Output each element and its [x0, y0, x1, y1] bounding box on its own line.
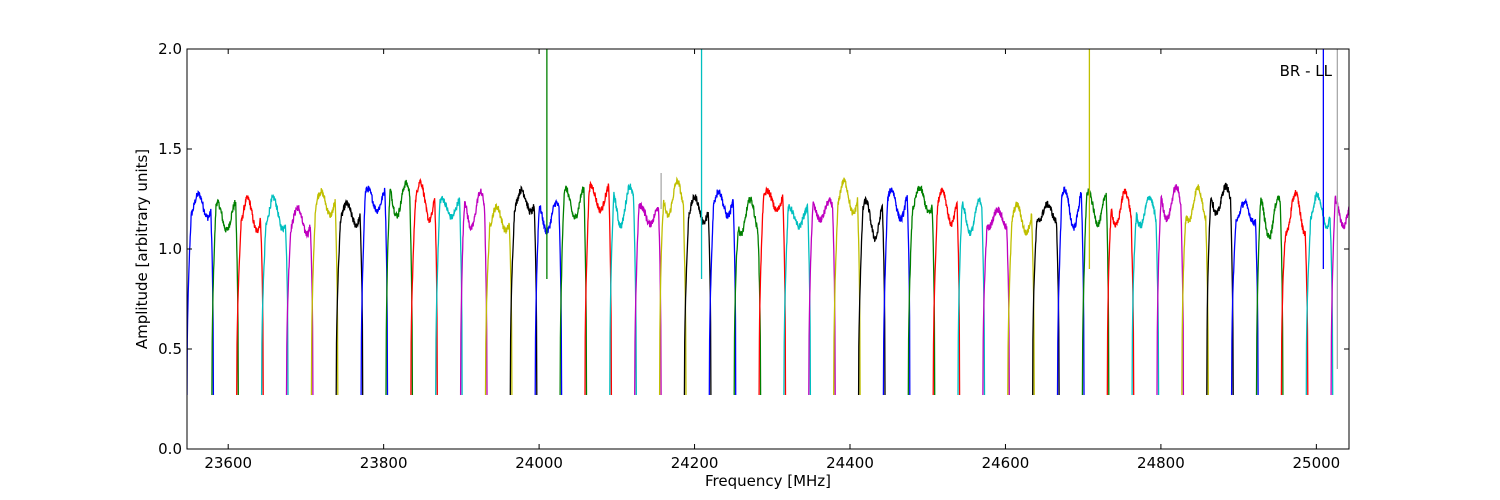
channel-line-31	[957, 197, 986, 396]
channel-line-28	[882, 187, 911, 396]
x-tick-label: 24800	[1137, 454, 1185, 472]
y-tick-label: 0.5	[158, 340, 182, 358]
channel-line-18	[634, 201, 662, 396]
x-tick-label: 23600	[204, 454, 252, 472]
channel-line-40	[1181, 184, 1209, 396]
y-tick-label: 1.5	[158, 140, 182, 158]
channel-line-35	[1056, 185, 1085, 396]
channel-line-21	[708, 189, 737, 396]
x-tick-label: 24400	[826, 454, 874, 472]
channel-line-7	[360, 185, 389, 396]
channel-line-23	[758, 186, 787, 396]
channel-line-9	[410, 177, 438, 396]
x-tick-label: 24000	[515, 454, 563, 472]
channel-line-42	[1230, 197, 1259, 396]
channel-line-5	[310, 188, 339, 396]
y-tick-label: 1.0	[158, 240, 182, 258]
channel-line-32	[982, 206, 1010, 396]
channel-line-12	[484, 202, 513, 396]
channel-line-33	[1007, 201, 1035, 396]
channel-line-27	[857, 195, 886, 396]
channel-line-11	[459, 188, 488, 396]
channel-line-29	[907, 185, 936, 396]
x-tick-label: 25000	[1292, 454, 1340, 472]
channel-line-41	[1206, 182, 1234, 396]
channel-line-39	[1156, 184, 1185, 396]
channel-line-13	[509, 185, 538, 396]
channel-line-19	[658, 176, 687, 396]
channel-line-37	[1106, 188, 1135, 396]
channel-line-15	[559, 185, 588, 396]
channel-line-3	[260, 194, 289, 396]
channel-line-16	[584, 180, 613, 396]
channel-line-45	[1305, 191, 1334, 396]
channel-line-26	[833, 177, 861, 396]
channel-line-1	[211, 198, 239, 396]
x-tick-label: 24600	[982, 454, 1030, 472]
channel-line-25	[808, 196, 836, 396]
channel-line-4	[285, 204, 314, 396]
channel-line-36	[1081, 188, 1110, 396]
annotation-label: BR - LL	[1280, 62, 1333, 80]
channel-line-10	[435, 195, 463, 396]
x-axis-label: Frequency [MHz]	[705, 472, 831, 490]
x-tick-label: 23800	[360, 454, 408, 472]
y-tick-label: 0.0	[158, 440, 182, 458]
y-tick-label: 2.0	[158, 40, 182, 58]
channel-line-17	[609, 183, 637, 396]
channel-line-44	[1280, 189, 1309, 396]
channel-line-14	[534, 199, 563, 396]
channel-line-43	[1255, 194, 1284, 396]
x-tick-label: 24200	[671, 454, 719, 472]
channel-line-22	[733, 196, 762, 396]
channel-line-38	[1131, 195, 1160, 396]
channel-line-0	[187, 190, 215, 396]
channel-line-6	[335, 198, 364, 396]
channel-line-2	[236, 195, 264, 396]
channel-line-34	[1032, 200, 1060, 396]
series-lines	[187, 49, 1349, 396]
channel-line-46	[1330, 195, 1349, 396]
axis-ticks: 23600 23800 24000 24200 24400 24600 24800 25000…	[158, 40, 1349, 472]
channel-line-30	[932, 187, 961, 396]
channel-line-24	[783, 202, 812, 396]
y-axis-label: Amplitude [arbitrary units]	[133, 149, 151, 349]
channel-line-20	[683, 193, 712, 396]
channel-line-8	[385, 179, 414, 396]
